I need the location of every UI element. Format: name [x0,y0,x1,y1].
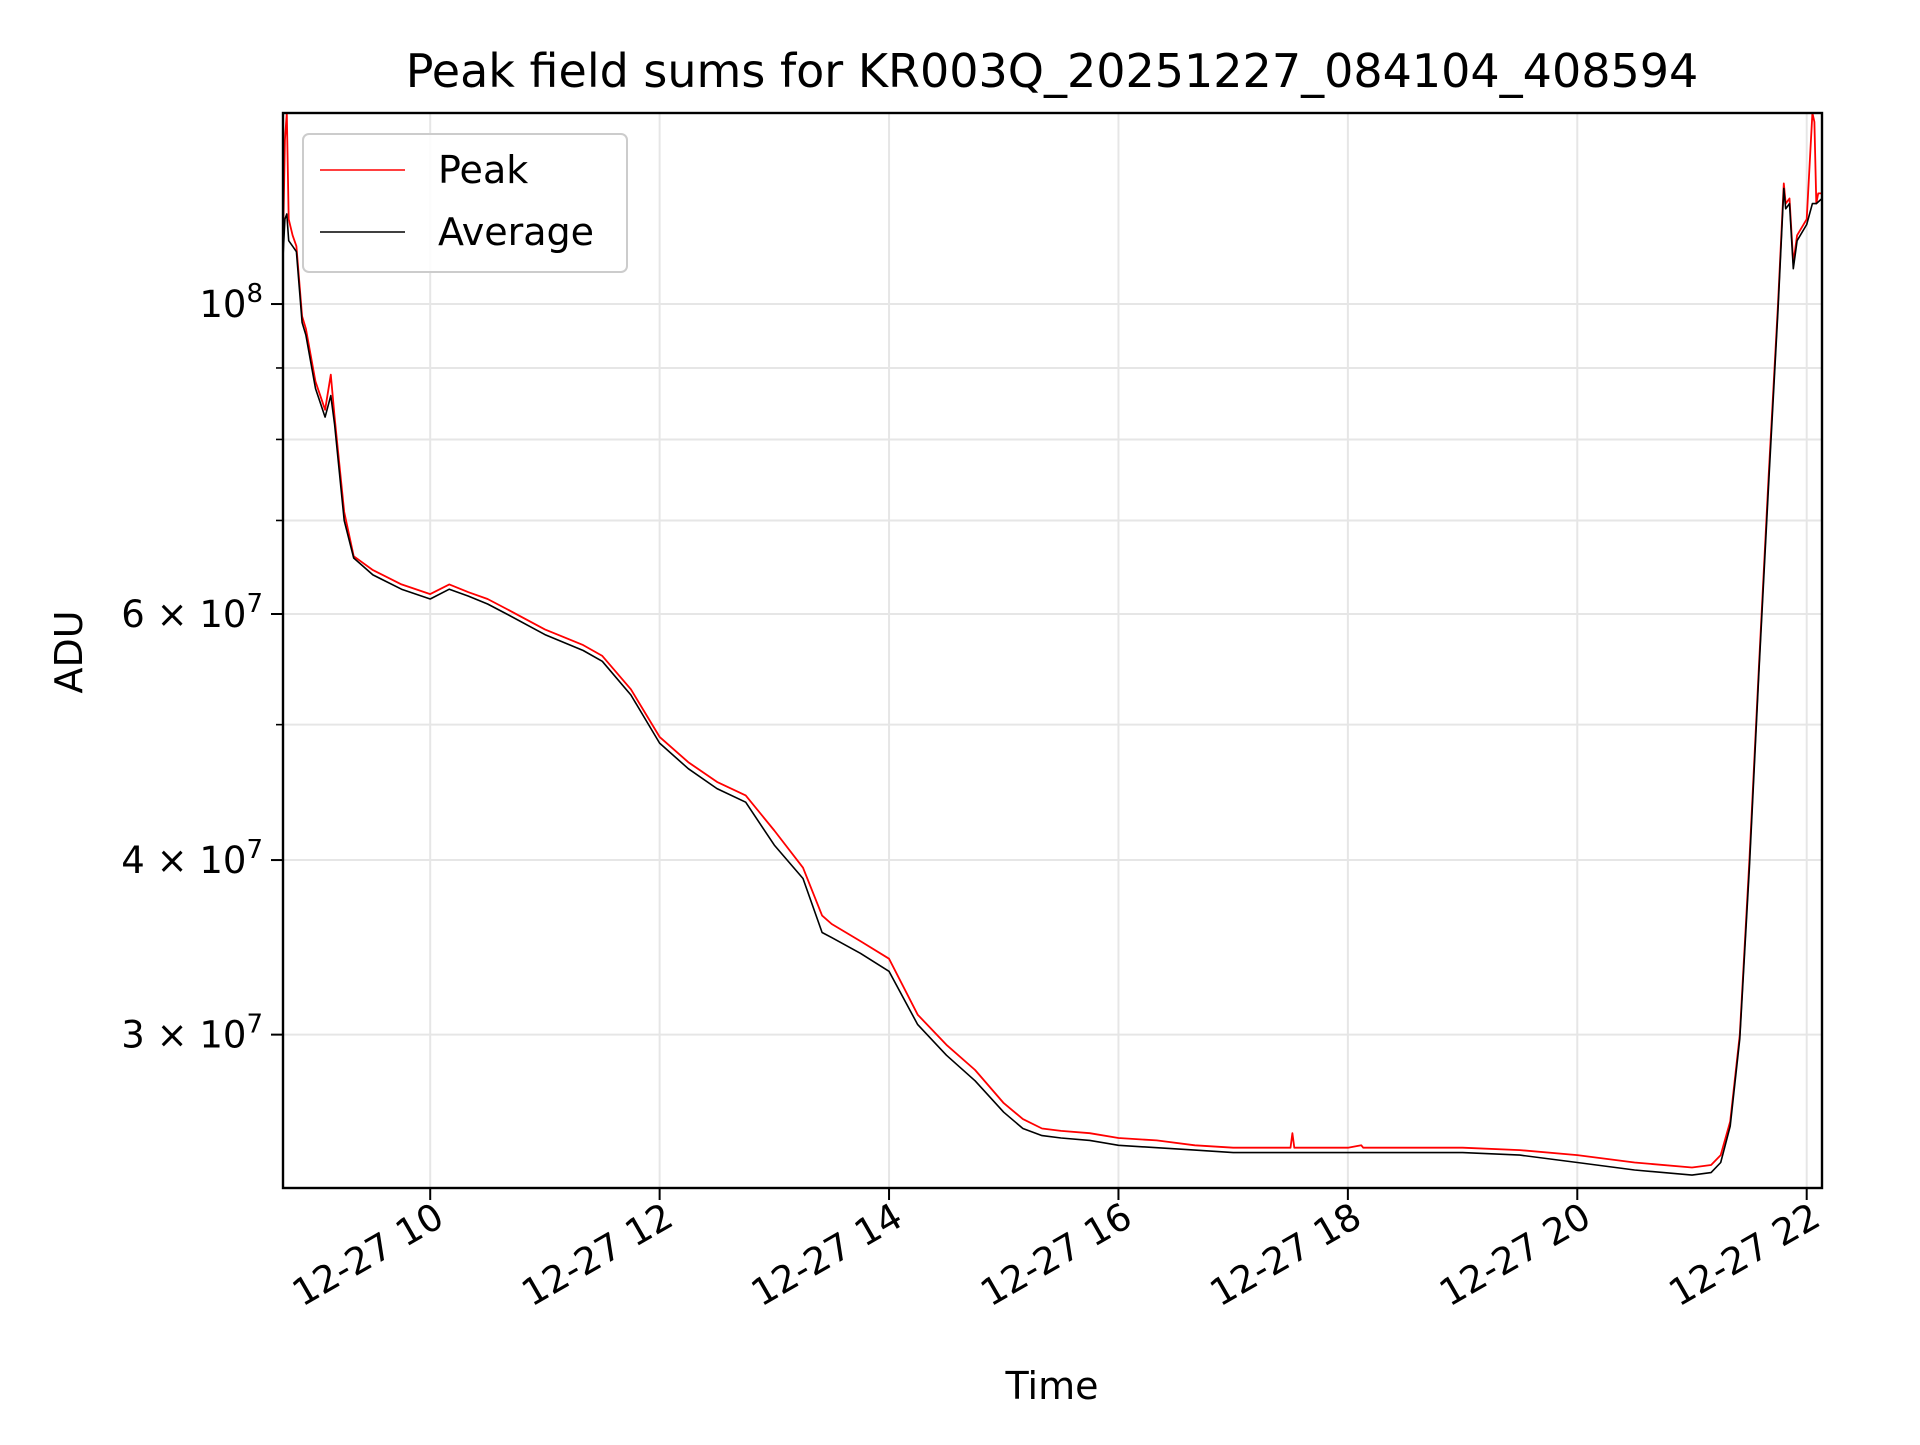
y-tick-label: 108 [199,279,263,326]
y-tick-label: 4 × 107 [121,835,263,882]
plot-frame [281,111,1824,1190]
legend-label-peak: Peak [438,148,528,192]
series-line-average [282,187,1823,1176]
chart-title: Peak field sums for KR003Q_20251227_0841… [406,44,1699,98]
legend: Peak Average [302,133,628,273]
series-group [282,112,1823,1176]
legend-label-average: Average [438,210,594,254]
legend-box [302,133,628,273]
y-axis-ticks: 108 6 × 107 4 × 107 3 × 107 [121,279,283,1057]
grid [283,113,1822,1188]
y-tick-label: 6 × 107 [121,589,263,636]
y-axis-label: ADU [47,610,91,693]
x-axis-label: Time [1005,1364,1099,1408]
y-tick-label: 3 × 107 [121,1010,263,1057]
